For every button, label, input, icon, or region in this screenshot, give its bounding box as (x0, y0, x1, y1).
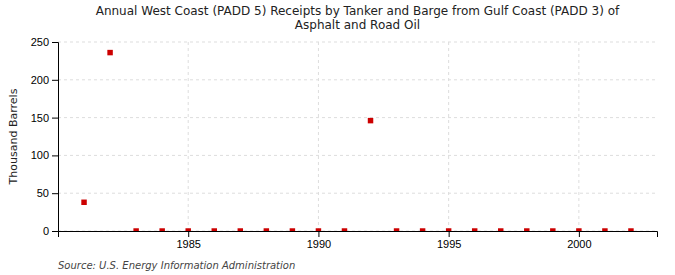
point (185, 228, 190, 231)
axis-line (52, 43, 59, 232)
point (238, 228, 243, 231)
grid-line (58, 155, 657, 156)
tick-mark (52, 231, 58, 232)
tick: 1995 (437, 231, 461, 250)
point (602, 228, 607, 231)
axis-line (59, 232, 658, 238)
tick-label: 100 (31, 149, 49, 161)
point (472, 228, 477, 231)
point (342, 228, 347, 231)
grid-line (188, 42, 189, 231)
grid-line (58, 193, 657, 194)
tick-mark (579, 231, 580, 237)
tick-mark (449, 231, 450, 237)
point (133, 228, 138, 231)
source: Source: U.S. Energy Information Administ… (58, 260, 295, 271)
y-axis: 0 50 100 150 200 250 (31, 36, 59, 237)
tick: 50 (37, 187, 58, 199)
tick-label: 1995 (437, 238, 461, 250)
tick-label: 2000 (567, 238, 591, 250)
tick: 1990 (307, 231, 331, 250)
point (107, 50, 112, 55)
chart: 1985 1990 1995 2000 0 50 100 150 200 250 Annual We… (0, 0, 675, 275)
tick-label: 150 (31, 112, 49, 124)
tick-label: 250 (31, 36, 49, 48)
point (576, 228, 581, 231)
point (628, 228, 633, 231)
point (316, 228, 321, 231)
tick-mark (52, 42, 58, 43)
point (290, 228, 295, 231)
tick-label: 1990 (307, 238, 331, 250)
point (498, 228, 503, 231)
tick: 0 (43, 225, 58, 237)
grid-line (318, 42, 319, 231)
grid-line (58, 42, 657, 43)
title: Annual West Coast (PADD 5) Receipts by T… (96, 4, 620, 32)
grid-line (448, 42, 449, 231)
tick-mark (52, 155, 58, 156)
tick-mark (318, 231, 319, 237)
tick: 200 (31, 74, 58, 86)
tick: 100 (31, 149, 58, 161)
tick-mark (52, 80, 58, 81)
point (420, 228, 425, 231)
point (264, 228, 269, 231)
grid-line (578, 42, 579, 231)
tick-label: 50 (37, 187, 49, 199)
plot-area: 1985 1990 1995 2000 0 50 100 150 200 250 (31, 36, 658, 250)
point (550, 228, 555, 231)
grid-line (58, 79, 657, 80)
tick: 1985 (176, 231, 200, 250)
tick-mark (52, 118, 58, 119)
tick: 2000 (567, 231, 591, 250)
tick-label: 1985 (176, 238, 200, 250)
point (394, 228, 399, 231)
tick: 250 (31, 36, 58, 48)
x-axis: 1985 1990 1995 2000 (59, 231, 658, 250)
point (368, 118, 373, 123)
y-axis-title: Thousand Barrels (7, 88, 20, 185)
tick-mark (52, 193, 58, 194)
point (524, 228, 529, 231)
point (446, 228, 451, 231)
tick: 150 (31, 112, 58, 124)
point (81, 200, 86, 205)
tick-label: 200 (31, 74, 49, 86)
tick-label: 0 (43, 225, 49, 237)
tick-mark (188, 231, 189, 237)
grid (58, 42, 657, 231)
grid-line (58, 117, 657, 118)
point (159, 228, 164, 231)
point (212, 228, 217, 231)
points (81, 50, 633, 231)
